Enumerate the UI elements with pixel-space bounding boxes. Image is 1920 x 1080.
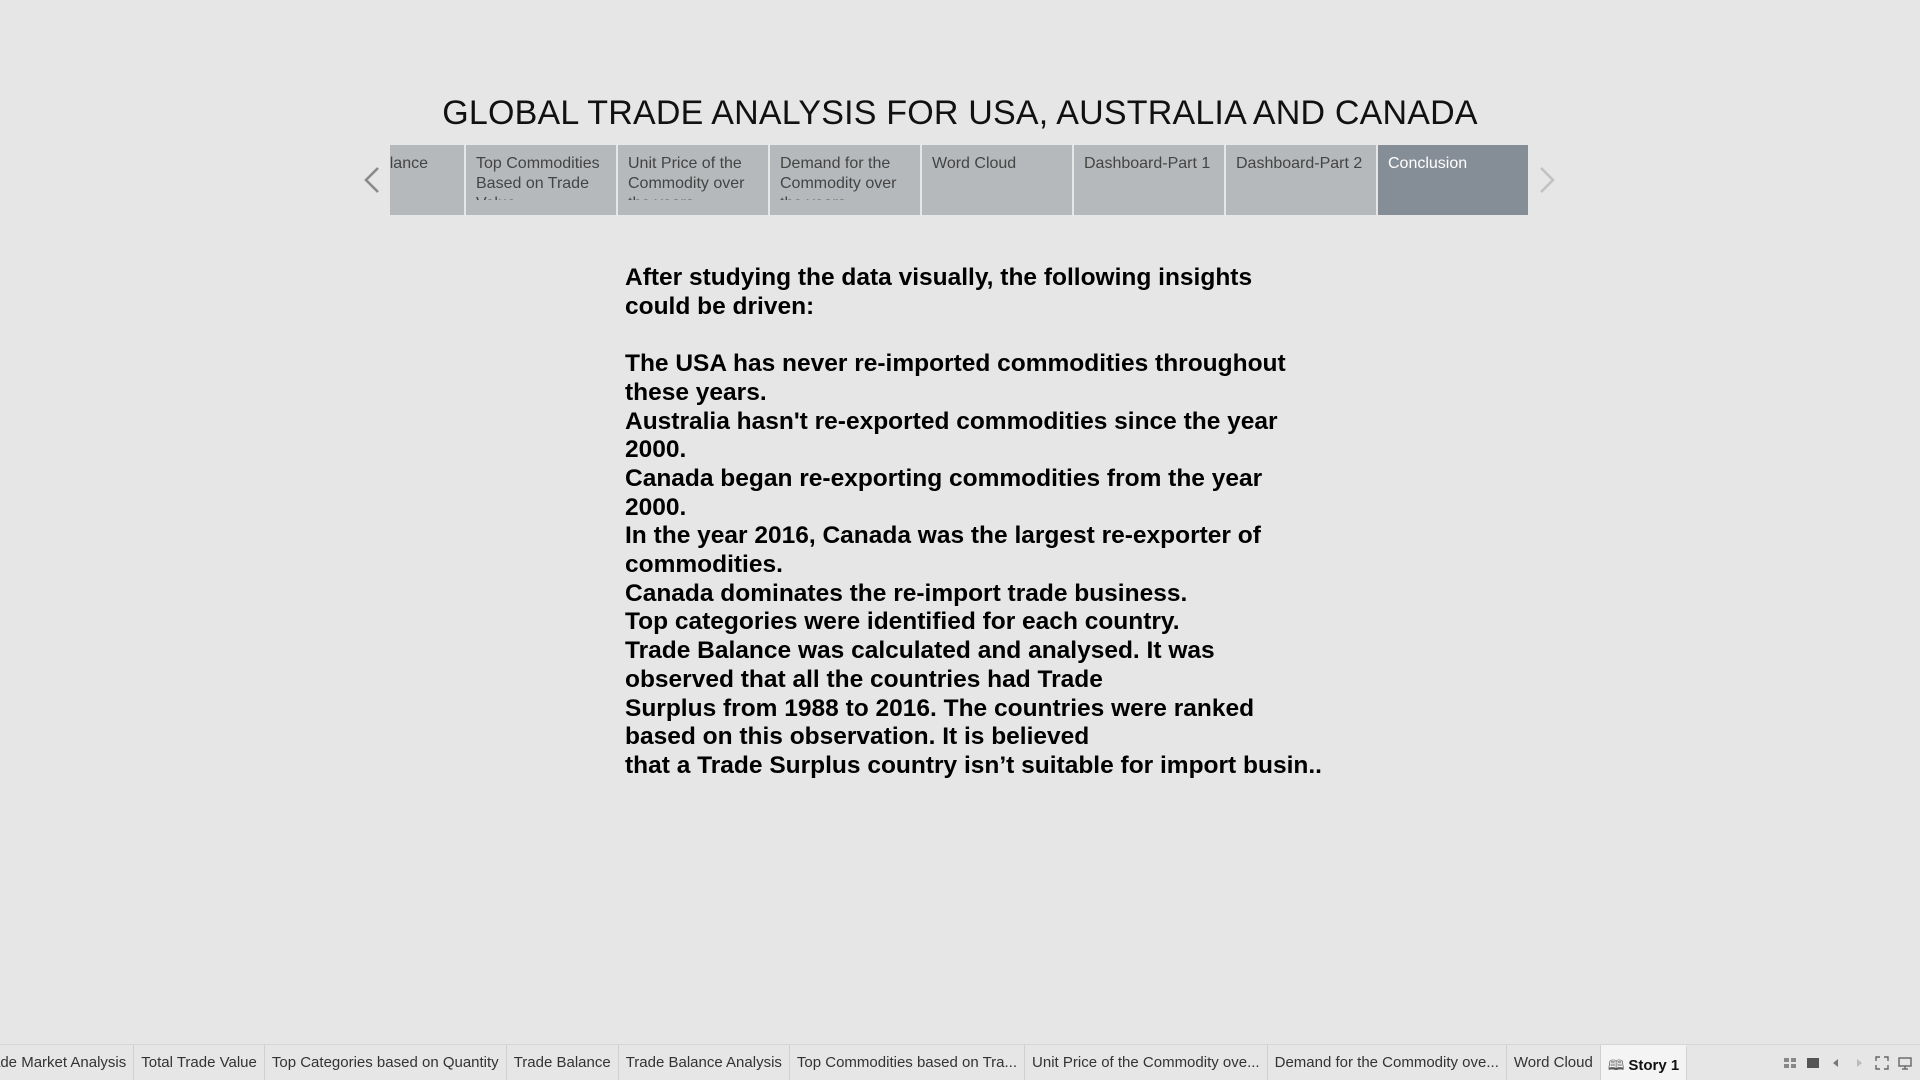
story-point-label: Dashboard-Part 1 bbox=[1084, 155, 1211, 172]
book-icon: 🕮 bbox=[1607, 1057, 1625, 1073]
conclusion-intro: After studying the data visually, the fo… bbox=[625, 264, 1253, 320]
sheet-sorter-icon[interactable] bbox=[1783, 1056, 1797, 1070]
story-point-word-cloud[interactable]: Word Cloud bbox=[922, 145, 1072, 215]
story-title: GLOBAL TRADE ANALYSIS FOR USA, AUSTRALIA… bbox=[442, 94, 1478, 132]
story-point-label: Dashboard-Part 2 bbox=[1236, 155, 1363, 172]
insight-line: The USA has never re-imported commoditie… bbox=[625, 350, 1286, 406]
sheet-tab[interactable]: Total Trade Value bbox=[134, 1045, 265, 1080]
story-point-demand[interactable]: Demand for the Commodity over the years bbox=[770, 145, 920, 215]
story-point-label: Conclusion bbox=[1388, 155, 1468, 172]
insight-line: Australia hasn't re-exported commodities… bbox=[625, 407, 1278, 464]
sheet-tab[interactable]: Trade Balance bbox=[507, 1045, 619, 1080]
story-point-label: Top Commodities Based on Trade Value bbox=[476, 155, 600, 200]
story-point-conclusion[interactable]: Conclusion bbox=[1378, 145, 1528, 215]
insight-line: Trade Balance was calculated and analyse… bbox=[625, 637, 1215, 693]
next-story-point-button[interactable] bbox=[1535, 162, 1559, 198]
story-point-trade-balance[interactable]: lance bbox=[390, 145, 464, 215]
fullscreen-icon[interactable] bbox=[1875, 1056, 1889, 1070]
story-tab[interactable]: 🕮 Story 1 bbox=[1600, 1045, 1688, 1080]
presentation-mode-icon[interactable] bbox=[1898, 1056, 1912, 1070]
sheet-tab-bar: ade Market Analysis Total Trade Value To… bbox=[0, 1044, 1920, 1080]
story-point-dashboard-part-1[interactable]: Dashboard-Part 1 bbox=[1074, 145, 1224, 215]
story-tab-label: Story 1 bbox=[1628, 1057, 1680, 1074]
story-point-label: Word Cloud bbox=[932, 155, 1017, 172]
sheet-tab[interactable]: Top Commodities based on Tra... bbox=[790, 1045, 1026, 1080]
story-point-top-commodities[interactable]: Top Commodities Based on Trade Value bbox=[466, 145, 616, 215]
story-point-label: Unit Price of the Commodity over the yea… bbox=[628, 155, 745, 200]
sheet-tab[interactable]: Word Cloud bbox=[1507, 1045, 1601, 1080]
previous-story-point-button[interactable] bbox=[360, 162, 384, 198]
story-point-unit-price[interactable]: Unit Price of the Commodity over the yea… bbox=[618, 145, 768, 215]
chevron-right-icon bbox=[1538, 165, 1556, 195]
story-point-label: Demand for the Commodity over the years bbox=[780, 155, 897, 200]
conclusion-text: After studying the data visually, the fo… bbox=[625, 264, 1345, 781]
sheet-tab[interactable]: Top Categories based on Quantity bbox=[265, 1045, 507, 1080]
sheet-tab[interactable]: Trade Balance Analysis bbox=[619, 1045, 790, 1080]
sheet-tab[interactable]: Demand for the Commodity ove... bbox=[1268, 1045, 1507, 1080]
insight-line: Canada dominates the re-import trade bus… bbox=[625, 579, 1188, 607]
story-point-dashboard-part-2[interactable]: Dashboard-Part 2 bbox=[1226, 145, 1376, 215]
sheet-tab[interactable]: ade Market Analysis bbox=[0, 1045, 135, 1080]
filmstrip-icon[interactable] bbox=[1806, 1056, 1820, 1070]
sheet-tab[interactable]: Unit Price of the Commodity ove... bbox=[1025, 1045, 1268, 1080]
insight-line: Canada began re-exporting commodities fr… bbox=[625, 464, 1263, 521]
chevron-left-icon bbox=[363, 165, 381, 195]
sheet-navigation-controls bbox=[1783, 1045, 1912, 1080]
story-point-label: lance bbox=[390, 155, 428, 172]
insight-line: Surplus from 1988 to 2016. The countries… bbox=[625, 694, 1255, 751]
insight-line: that a Trade Surplus country isn’t suita… bbox=[625, 751, 1322, 779]
story-points-navigator: lance Top Commodities Based on Trade Val… bbox=[390, 145, 1529, 215]
next-sheet-icon[interactable] bbox=[1852, 1056, 1866, 1070]
prev-sheet-icon[interactable] bbox=[1829, 1056, 1843, 1070]
insight-line: In the year 2016, Canada was the largest… bbox=[625, 522, 1261, 579]
insight-line: Top categories were identified for each … bbox=[625, 608, 1180, 636]
